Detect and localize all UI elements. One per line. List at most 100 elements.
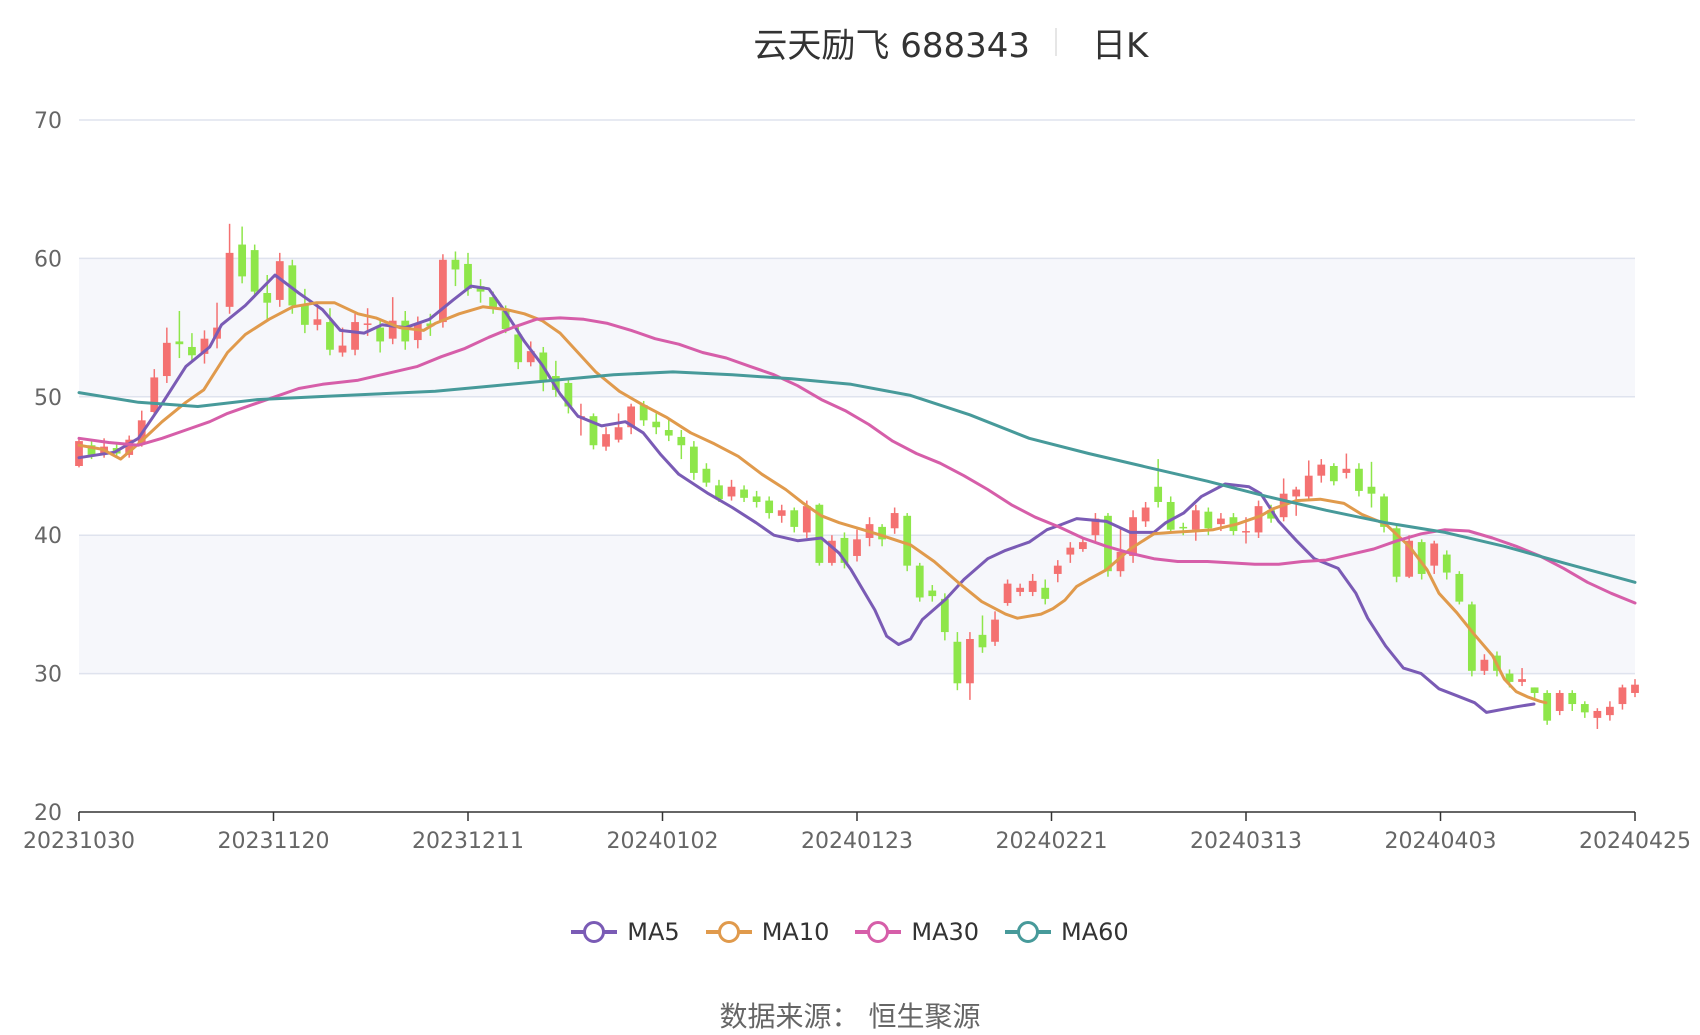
legend-symbol xyxy=(1005,919,1052,945)
candle xyxy=(1518,668,1526,687)
candle-body xyxy=(288,265,297,306)
candle-body xyxy=(1505,673,1514,682)
candle-body xyxy=(715,485,723,500)
candle-body xyxy=(1480,659,1489,671)
candle-body xyxy=(150,377,159,413)
candle xyxy=(664,418,673,442)
candle xyxy=(1417,539,1426,580)
candle-body xyxy=(162,342,171,377)
candle-body xyxy=(238,244,247,277)
candle-body xyxy=(1518,679,1526,682)
candle xyxy=(765,496,774,519)
y-axis: 20 30 40 50 60 70 xyxy=(34,109,62,826)
x-tick-label: 20231211 xyxy=(412,829,524,854)
candle xyxy=(150,369,159,417)
y-tick-label: 30 xyxy=(34,663,62,688)
candle-body xyxy=(1041,587,1050,599)
candle-body xyxy=(1129,517,1137,556)
candle xyxy=(1342,453,1351,479)
x-tick-label: 20240403 xyxy=(1385,829,1497,854)
candle xyxy=(162,327,171,383)
candle-body xyxy=(677,436,686,446)
candle xyxy=(1442,550,1451,580)
y-tick-label: 60 xyxy=(34,247,62,272)
candle-body xyxy=(1606,706,1614,716)
candle-body xyxy=(1355,468,1363,491)
candle-body xyxy=(840,537,849,563)
candle-body xyxy=(489,297,497,309)
candle xyxy=(564,378,573,414)
candle-body xyxy=(1455,573,1464,602)
candle-body xyxy=(439,259,447,323)
candle-body xyxy=(313,319,322,325)
candle-body xyxy=(1179,526,1188,529)
legend-item-ma60[interactable]: MA60 xyxy=(1005,918,1129,946)
legend-item-ma30[interactable]: MA30 xyxy=(855,918,979,946)
candle-body xyxy=(1618,687,1627,705)
candle xyxy=(225,223,234,314)
candle xyxy=(1154,459,1163,508)
candle-body xyxy=(815,504,824,563)
candle xyxy=(589,413,598,450)
candle-body xyxy=(1154,486,1163,502)
candle xyxy=(903,513,912,572)
legend: MA5 MA10 MA30 MA60 xyxy=(0,912,1700,952)
candle-body xyxy=(75,441,83,466)
candle xyxy=(966,632,974,700)
candle-body xyxy=(200,338,209,354)
candle-body xyxy=(1580,704,1589,713)
candle-body xyxy=(1003,583,1012,604)
candle-body xyxy=(1166,501,1175,530)
candle-body xyxy=(464,263,472,289)
legend-item-ma5[interactable]: MA5 xyxy=(571,918,680,946)
candle-body xyxy=(451,259,460,270)
candle xyxy=(1028,573,1037,597)
candle xyxy=(1580,701,1589,718)
candle-body xyxy=(300,305,309,325)
candle-body xyxy=(401,320,410,342)
candle-body xyxy=(928,590,937,597)
candle xyxy=(928,585,937,602)
candle xyxy=(1555,690,1564,716)
candle xyxy=(752,490,761,508)
candle-body xyxy=(702,468,711,483)
candle xyxy=(1455,571,1464,605)
candle-body xyxy=(1242,531,1250,533)
candle-body xyxy=(275,261,284,300)
candle-body xyxy=(263,293,272,303)
candle-body xyxy=(501,310,510,329)
candle-body xyxy=(1267,510,1275,519)
candle-body xyxy=(1530,687,1539,693)
candle-body xyxy=(1191,510,1200,530)
legend-item-ma10[interactable]: MA10 xyxy=(705,918,829,946)
candle xyxy=(451,251,460,287)
candle-body xyxy=(351,322,359,350)
candle-body xyxy=(338,345,347,353)
candle xyxy=(1091,513,1100,544)
candle xyxy=(188,333,196,361)
ma-line-ma30 xyxy=(77,316,1637,605)
candle xyxy=(1078,537,1087,552)
candle-body xyxy=(1543,692,1552,721)
legend-symbol xyxy=(855,919,902,945)
chart-title: 云天励飞 688343 xyxy=(753,26,1030,66)
candle-body xyxy=(413,323,422,341)
candle-body xyxy=(1568,692,1577,705)
candle xyxy=(1355,463,1363,497)
candle-body xyxy=(526,351,535,363)
candle-body xyxy=(740,489,748,498)
candle xyxy=(953,632,962,691)
candle-body xyxy=(388,320,397,339)
candle xyxy=(740,485,748,502)
legend-circle-icon xyxy=(1017,921,1040,943)
candle-body xyxy=(1016,587,1025,592)
x-tick-label: 20240102 xyxy=(607,829,719,854)
candle xyxy=(125,435,134,458)
y-tick-label: 50 xyxy=(34,386,62,411)
y-tick-label: 40 xyxy=(34,524,62,549)
candle-body xyxy=(1292,489,1301,497)
grid-lines xyxy=(79,119,1635,675)
ma-line-ma10 xyxy=(77,301,1548,705)
x-tick-label: 20231120 xyxy=(218,829,330,854)
legend-circle-icon xyxy=(867,921,890,943)
